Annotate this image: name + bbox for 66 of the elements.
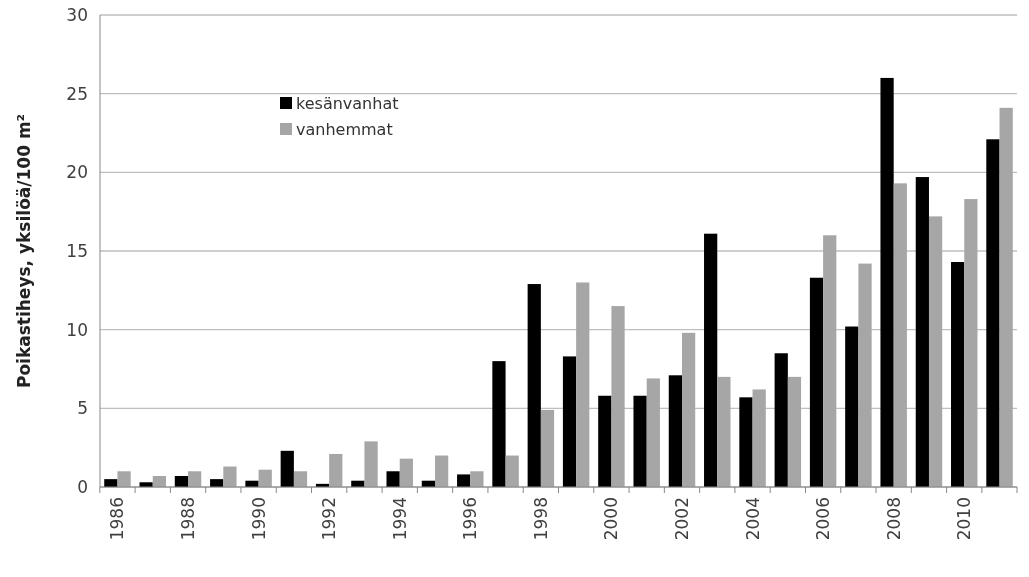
bar	[704, 233, 718, 487]
x-tick-label: 2008	[883, 497, 904, 541]
bar	[386, 471, 400, 487]
bar	[681, 332, 696, 487]
y-tick-label: 15	[66, 240, 88, 261]
bar	[258, 469, 272, 487]
bar	[823, 235, 837, 487]
x-tick-label: 1986	[107, 497, 128, 541]
y-axis-title: Poikastiheys, yksilöä/100 m²	[14, 113, 34, 389]
bar	[399, 458, 413, 487]
bar	[752, 389, 766, 487]
y-tick-label: 10	[66, 319, 88, 340]
bar	[858, 263, 872, 487]
x-tick-label: 2002	[671, 497, 692, 541]
x-tick-label: 2010	[954, 497, 975, 541]
legend-label: kesänvanhat	[296, 93, 399, 113]
bar	[540, 409, 555, 487]
bar	[364, 441, 378, 487]
x-tick-label: 1996	[460, 497, 481, 541]
bar	[562, 356, 577, 487]
bar	[293, 471, 308, 487]
bar	[915, 177, 929, 487]
bar	[893, 183, 907, 487]
bar	[999, 107, 1013, 487]
x-tick-label: 2004	[742, 497, 763, 541]
y-tick-label: 0	[77, 476, 88, 497]
x-tick-label: 1994	[389, 497, 410, 541]
bar	[880, 77, 894, 487]
bar	[964, 199, 978, 487]
bar	[845, 326, 859, 487]
bar	[576, 282, 590, 487]
bar	[928, 216, 943, 487]
legend-label: vanhemmat	[296, 119, 393, 139]
bar	[646, 378, 660, 487]
x-tick-label: 1988	[177, 497, 198, 541]
bar	[223, 466, 237, 487]
bar	[505, 455, 519, 487]
bar	[527, 284, 541, 487]
bar	[470, 471, 484, 487]
y-tick-label: 20	[66, 162, 88, 183]
x-tick-label: 1998	[530, 497, 551, 541]
bar	[633, 395, 647, 487]
bar	[492, 361, 506, 487]
bar	[188, 471, 202, 487]
bar	[774, 353, 788, 487]
bar	[809, 277, 824, 487]
y-tick-label: 30	[66, 4, 88, 25]
bar	[117, 471, 131, 487]
bar	[329, 453, 343, 487]
bar	[986, 139, 1000, 487]
y-tick-label: 5	[77, 398, 88, 419]
x-tick-label: 2006	[813, 497, 834, 541]
bar	[435, 455, 449, 487]
y-tick-label: 25	[66, 83, 88, 104]
bar	[717, 376, 731, 487]
bar	[598, 395, 612, 487]
bar	[457, 474, 471, 487]
bar	[951, 262, 965, 487]
bar	[668, 375, 682, 487]
bar	[280, 450, 294, 487]
bar	[787, 376, 802, 487]
bar	[739, 397, 753, 487]
x-tick-label: 1990	[248, 497, 269, 541]
x-tick-label: 1992	[319, 497, 340, 541]
bar	[611, 306, 625, 487]
x-tick-label: 2000	[601, 497, 622, 541]
